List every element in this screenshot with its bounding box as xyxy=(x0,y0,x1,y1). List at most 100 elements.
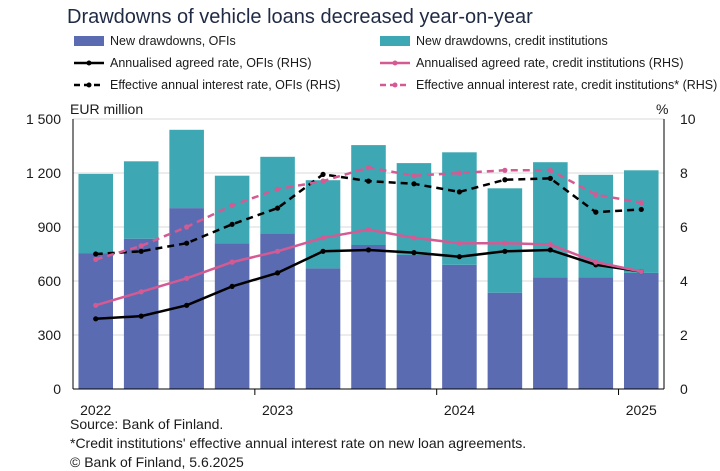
bar-segment xyxy=(533,162,568,278)
bar-segment xyxy=(578,277,614,389)
series-point xyxy=(184,224,190,230)
y2-tick-label: 8 xyxy=(680,165,688,181)
y2-tick-label: 0 xyxy=(680,381,688,397)
series-point xyxy=(274,205,281,211)
legend-label: Effective annual interest rate, OFIs (RH… xyxy=(110,78,341,92)
bar-segment xyxy=(623,170,659,273)
series-point xyxy=(274,248,281,254)
bar-segment xyxy=(260,156,295,234)
bar-segment xyxy=(214,243,250,389)
legend-label: Annualised agreed rate, OFIs (RHS) xyxy=(110,56,312,70)
series-point xyxy=(93,316,99,322)
bar-segment xyxy=(487,292,523,389)
legend-label: New drawdowns, OFIs xyxy=(110,34,236,48)
legend-item-ofi-drawdowns: New drawdowns, OFIs xyxy=(74,34,236,48)
series-point xyxy=(456,170,463,176)
series-point xyxy=(411,235,417,241)
series-point xyxy=(138,248,144,254)
series-point xyxy=(229,202,235,208)
legend-label: Effective annual interest rate, credit i… xyxy=(416,78,718,92)
legend-item-ci-effective-rate: Effective annual interest rate, credit i… xyxy=(380,78,717,92)
series-point xyxy=(502,177,508,183)
y-tick-label: 600 xyxy=(38,273,62,289)
bar-segment xyxy=(305,268,341,389)
series-point xyxy=(456,189,463,195)
bar-segment xyxy=(623,272,659,389)
source-note: Source: Bank of Finland. xyxy=(70,416,224,432)
series-point xyxy=(320,171,326,177)
series-point xyxy=(456,240,463,246)
y2-tick-label: 10 xyxy=(680,111,696,127)
series-point xyxy=(138,313,144,319)
series-point xyxy=(365,165,372,171)
series-point xyxy=(365,227,372,233)
series-point xyxy=(411,173,417,179)
legend-item-ci-agreed-rate: Annualised agreed rate, credit instituti… xyxy=(380,56,684,70)
series-point xyxy=(274,270,281,276)
bar-segment xyxy=(533,277,568,389)
legend-swatch xyxy=(380,82,410,88)
series-point xyxy=(320,178,326,184)
copyright: © Bank of Finland, 5.6.2025 xyxy=(70,454,244,470)
series-point xyxy=(229,259,235,265)
legend-item-ci-drawdowns: New drawdowns, credit institutions xyxy=(380,34,608,48)
y2-tick-label: 6 xyxy=(680,219,688,235)
series-point xyxy=(320,235,326,241)
bar-segment xyxy=(487,188,523,293)
bar-segment xyxy=(351,245,386,389)
series-point xyxy=(274,186,281,192)
series-point xyxy=(593,259,599,265)
series-point xyxy=(638,268,644,275)
series-point xyxy=(456,254,463,260)
right-axis-unit: % xyxy=(656,101,669,117)
series-point xyxy=(638,200,644,206)
y-tick-label: 1 200 xyxy=(26,165,61,181)
y-tick-label: 1 500 xyxy=(26,111,61,127)
y-tick-label: 0 xyxy=(53,381,61,397)
left-axis-unit: EUR million xyxy=(70,101,144,117)
legend-swatch xyxy=(74,60,104,66)
series-point xyxy=(411,181,417,187)
y-tick-label: 300 xyxy=(38,327,62,343)
bar-segment xyxy=(78,173,114,254)
series-point xyxy=(547,175,553,181)
x-tick-label: 2024 xyxy=(444,402,475,418)
x-tick-label: 2022 xyxy=(80,402,111,418)
y2-tick-label: 4 xyxy=(680,273,688,289)
series-point xyxy=(502,240,508,246)
series-point xyxy=(138,243,144,249)
series-point xyxy=(184,240,190,246)
bar-segment xyxy=(169,208,204,389)
legend-swatch xyxy=(380,36,410,46)
y-tick-label: 900 xyxy=(38,219,62,235)
legend-swatch xyxy=(74,36,104,46)
legend-label: Annualised agreed rate, credit instituti… xyxy=(416,56,684,70)
series-point xyxy=(502,248,508,254)
bar-segment xyxy=(305,180,341,269)
series-point xyxy=(229,283,235,289)
bar-segment xyxy=(214,175,250,244)
x-tick-label: 2023 xyxy=(262,402,293,418)
series-point xyxy=(411,250,417,256)
footnote: *Credit institutions' effective annual i… xyxy=(70,435,527,451)
series-point xyxy=(93,251,99,257)
legend-swatch xyxy=(74,82,104,88)
series-point xyxy=(365,247,372,253)
series-point xyxy=(93,256,99,262)
chart-title: Drawdowns of vehicle loans decreased yea… xyxy=(67,6,533,28)
bar-segment xyxy=(123,161,159,239)
bar-segment xyxy=(442,152,477,265)
y2-tick-label: 2 xyxy=(680,327,688,343)
series-point xyxy=(93,302,99,308)
series-point xyxy=(547,247,553,253)
legend-label: New drawdowns, credit institutions xyxy=(416,34,608,48)
series-point xyxy=(229,221,235,227)
series-point xyxy=(138,289,144,295)
legend-item-ofi-agreed-rate: Annualised agreed rate, OFIs (RHS) xyxy=(74,56,311,70)
bar-segment xyxy=(442,264,477,389)
series-point xyxy=(547,167,553,173)
series-point xyxy=(638,206,644,213)
bar-segment xyxy=(169,129,204,209)
legend: New drawdowns, OFIs New drawdowns, credi… xyxy=(74,34,717,98)
